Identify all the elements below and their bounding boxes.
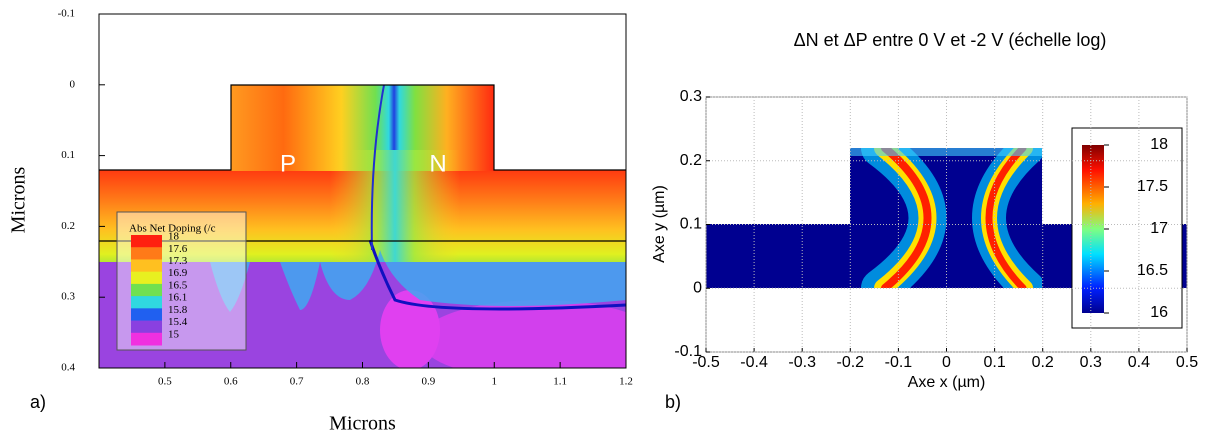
device-outline [99,84,626,171]
legend-swatch [131,283,162,297]
legend-swatch [131,308,162,322]
y-tick-label: 0.1 [680,216,702,233]
x-axis-label: Microns [329,413,396,435]
legend-swatch [131,259,162,273]
region-label: N [429,150,446,177]
y-tick-label: 0 [70,78,76,90]
legend-title: Abs Net Doping (/c [129,223,216,235]
x-tick-label: 0.3 [1080,354,1102,371]
legend-label: 17.3 [168,255,188,267]
y-tick-label: 0.2 [61,220,75,232]
legend-label: 16.1 [168,292,187,304]
x-tick-label: 1 [492,376,498,388]
colorbar-tick-label: 18 [1150,136,1168,153]
legend-swatch [131,235,162,248]
x-tick-label: 0.6 [224,376,238,388]
x-tick-label: -0.3 [788,354,816,371]
panel-label: a) [30,392,46,412]
legend-swatch [131,332,162,346]
x-tick-label: 0.2 [1032,354,1054,371]
colorbar-tick-label: 16 [1150,304,1168,321]
legend-label: 16.5 [168,279,188,291]
legend-swatch [131,320,162,334]
x-tick-label: -0.4 [740,354,768,371]
legend-label: 15.4 [168,316,188,328]
x-tick-label: 0.1 [983,354,1005,371]
y-tick-label: 0.3 [61,291,75,303]
legend-label: 17.6 [168,243,188,255]
legend-swatch [131,296,162,309]
legend-label: 15 [168,328,180,340]
x-tick-label: -0.1 [885,354,913,371]
y-axis-label: Microns [8,166,30,233]
region-label: P [280,150,296,177]
x-tick-label: 1.2 [619,376,633,388]
y-tick-label: -0.1 [58,8,75,20]
colorbar-tick-label: 16.5 [1137,262,1168,279]
x-tick-label: -0.5 [692,354,720,371]
y-tick-label: 0 [693,279,702,296]
colorbar-tick-label: 17.5 [1137,178,1168,195]
legend-swatch [131,271,162,285]
y-tick-label: 0.3 [680,88,702,105]
x-tick-label: 0.5 [158,376,172,388]
legend-label: 18 [168,231,180,243]
legend-label: 15.8 [168,304,188,316]
x-tick-label: 0.9 [422,376,436,388]
colorbar-tick-label: 17 [1150,220,1168,237]
panel-label: b) [665,392,681,412]
x-tick-label: 0.8 [356,376,370,388]
x-tick-label: 1.1 [553,376,567,388]
y-tick-label: -0.1 [674,343,702,360]
legend-swatch [131,247,162,260]
x-tick-label: -0.2 [837,354,865,371]
x-tick-label: 0.7 [290,376,304,388]
colorbar [1082,145,1104,313]
y-axis-label: Axe y (µm) [651,185,668,263]
y-tick-label: 0.2 [680,152,702,169]
x-tick-label: 0.5 [1176,354,1198,371]
y-tick-label: 0.1 [61,149,75,161]
y-tick-label: 0.4 [61,362,75,374]
x-tick-label: 0 [942,354,951,371]
x-tick-label: 0.4 [1128,354,1150,371]
legend-label: 16.9 [168,267,188,279]
chart-title: ΔN et ΔP entre 0 V et -2 V (échelle log) [794,30,1107,50]
x-axis-label: Axe x (µm) [908,374,986,391]
